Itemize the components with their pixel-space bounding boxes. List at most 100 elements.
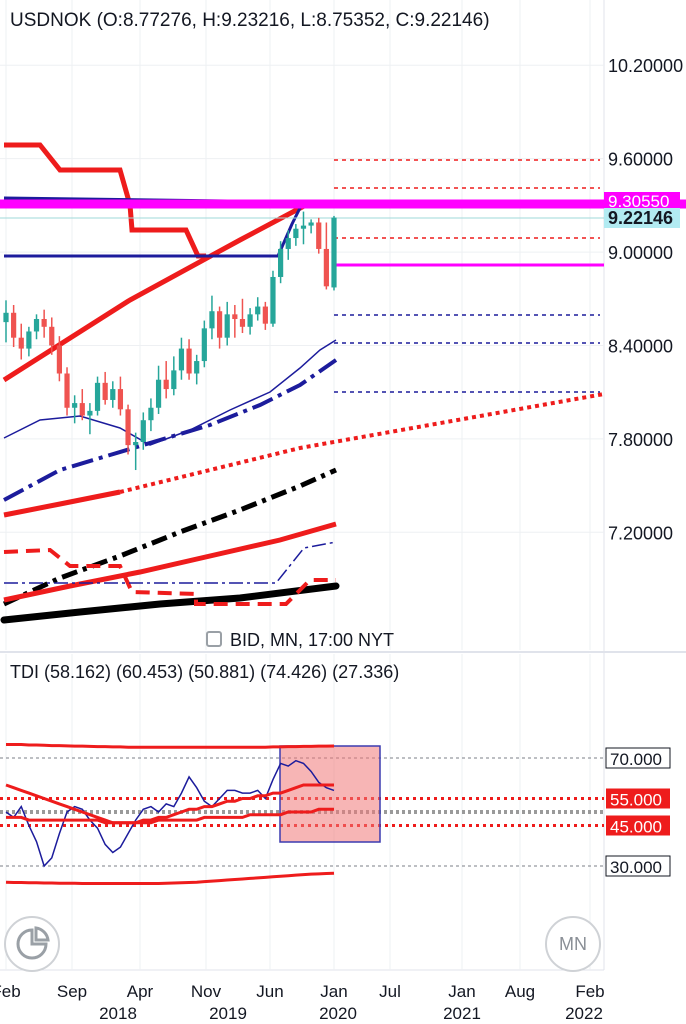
candle[interactable] [56,336,62,382]
tdi-level-badge-background [605,855,671,877]
drawing-tools-button[interactable] [4,916,60,972]
x-axis-month-label: Feb [0,982,21,1001]
tdi-level-badge-background [606,815,670,836]
tdi-level-badge [605,855,671,877]
tdi-level-label: 55.000 [610,791,662,810]
price-source-label: BID, MN, 17:00 NYT [206,630,394,651]
x-axis-month-label: Apr [127,982,154,1001]
candle[interactable] [72,395,78,424]
lock-icon[interactable] [206,631,222,647]
candle-body [133,442,139,446]
candle[interactable] [125,404,131,455]
candle[interactable] [331,215,337,291]
candle-body [201,328,207,362]
tdi-level-badge [606,788,670,809]
price-tick-label: 7.20000 [608,523,673,543]
drawing-tools-icon [16,926,50,960]
candle[interactable] [33,314,40,340]
candle[interactable] [155,365,162,414]
candle[interactable] [178,337,185,380]
x-axis-year-label: 2020 [319,1004,357,1023]
candle-body [18,337,24,349]
tdi-pane [0,743,671,886]
timeframe-button[interactable]: MN [545,916,601,972]
candle[interactable] [133,432,139,471]
candle[interactable] [3,300,9,343]
candle[interactable] [270,270,276,327]
candle-body [117,389,124,410]
candle[interactable] [194,354,200,385]
candle-body [49,326,55,346]
candle-body [94,382,101,411]
candle[interactable] [224,301,230,346]
candle-body [110,389,116,400]
candle[interactable] [262,301,268,330]
price-tick-label: 10.20000 [608,56,683,76]
candle-body [171,370,177,390]
x-axis-month-label: Jan [448,982,475,1001]
candle-body [293,228,299,239]
candle-body [224,314,230,338]
tdi-level-label: 70.000 [610,750,662,769]
candle-body [278,248,284,277]
candle[interactable] [308,219,314,234]
red-dashed-step-line [3,547,336,606]
candle[interactable] [255,297,261,321]
candle[interactable] [209,295,215,340]
candle[interactable] [18,323,24,360]
price-tick-label: 7.80000 [608,430,673,450]
candle[interactable] [247,308,253,335]
candle[interactable] [232,305,238,338]
x-axis-month-label: Sep [57,982,87,1001]
tdi-series-line [5,783,334,825]
candle-body [79,403,85,416]
candle[interactable] [171,356,177,396]
candle[interactable] [300,211,307,245]
candle[interactable] [102,371,108,405]
candle[interactable] [293,224,299,246]
candle[interactable] [26,326,32,357]
red-rising-trendline [2,203,306,383]
candle[interactable] [278,241,284,284]
candle[interactable] [140,412,146,450]
candle-body [102,382,108,400]
candle[interactable] [163,361,169,399]
candle-body [11,312,17,338]
candle-body [33,319,40,332]
candle-body [270,276,276,324]
candle[interactable] [87,403,93,435]
candle[interactable] [216,306,223,349]
candle[interactable] [186,339,192,380]
last-price-badge-text: 9.22146 [608,208,673,228]
navy-dashed-moving-average [3,358,338,502]
navy-dashdot-line [4,541,337,584]
candle[interactable] [323,222,329,290]
candle-body [72,403,78,408]
candle[interactable] [79,389,85,421]
candle-body [3,312,9,323]
candle-body [308,222,314,226]
candle[interactable] [316,217,322,254]
candle[interactable] [148,398,154,432]
candle[interactable] [11,305,17,348]
candle[interactable] [64,367,70,416]
candle[interactable] [201,320,207,368]
x-axis-month-label: Nov [191,982,222,1001]
candle[interactable] [49,317,55,355]
candle[interactable] [110,381,116,408]
candle[interactable] [94,376,101,416]
candle-body [285,238,291,249]
level-badge-text: 9.30550 [608,192,669,211]
candle[interactable] [239,298,246,334]
candle-body [300,225,307,229]
candle-body [125,409,131,446]
candle[interactable] [117,376,124,416]
candle[interactable] [285,230,291,260]
x-axis-year-label: 2021 [443,1004,481,1023]
candle[interactable] [41,309,47,338]
tdi-series-line [6,743,335,749]
tdi-series-line [5,871,335,886]
symbol-ohlc-legend: USDNOK (O:8.77276, H:9.23216, L:8.75352,… [10,10,490,31]
